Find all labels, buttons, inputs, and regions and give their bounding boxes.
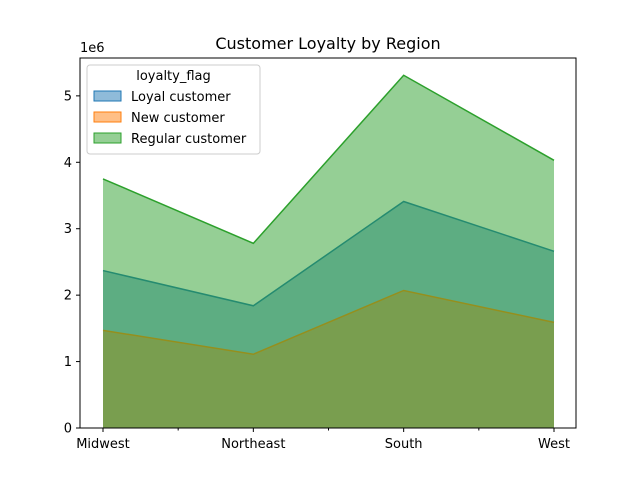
y-axis: 0 1 2 3 4 5: [64, 89, 80, 437]
legend-box: [86, 64, 261, 155]
legend-label-series-0: Loyal customer: [131, 90, 231, 105]
y-tick-label: 5: [64, 89, 72, 104]
legend-label-series-2: Regular customer: [131, 132, 247, 147]
legend-swatch-series-2: [93, 132, 122, 144]
x-tick-label: Midwest: [76, 437, 130, 452]
y-tick-label: 3: [64, 222, 72, 237]
y-offset-label: 1e6: [80, 41, 105, 56]
legend-label-series-1: New customer: [131, 111, 225, 126]
legend: loyalty_flag Loyal customer New customer Re…: [86, 64, 261, 155]
areas-layer: [102, 74, 555, 429]
y-tick-label: 0: [64, 422, 72, 437]
legend-title: loyalty_flag: [136, 69, 211, 84]
legend-swatch-series-0: [93, 90, 122, 102]
x-tick-label: South: [385, 437, 423, 452]
plot-frame: [79, 57, 577, 429]
x-axis: Midwest Northeast South West: [76, 428, 570, 452]
area-line-series-2: [102, 74, 555, 245]
chart-title: Customer Loyalty by Region: [215, 34, 440, 53]
y-tick-label: 4: [64, 156, 72, 171]
legend-swatch-series-1: [93, 111, 122, 123]
x-tick-label: Northeast: [221, 437, 285, 452]
x-tick-label: West: [538, 437, 570, 452]
area-fill-series-2: [103, 75, 554, 429]
y-tick-label: 2: [64, 289, 72, 304]
y-tick-label: 1: [64, 355, 72, 370]
